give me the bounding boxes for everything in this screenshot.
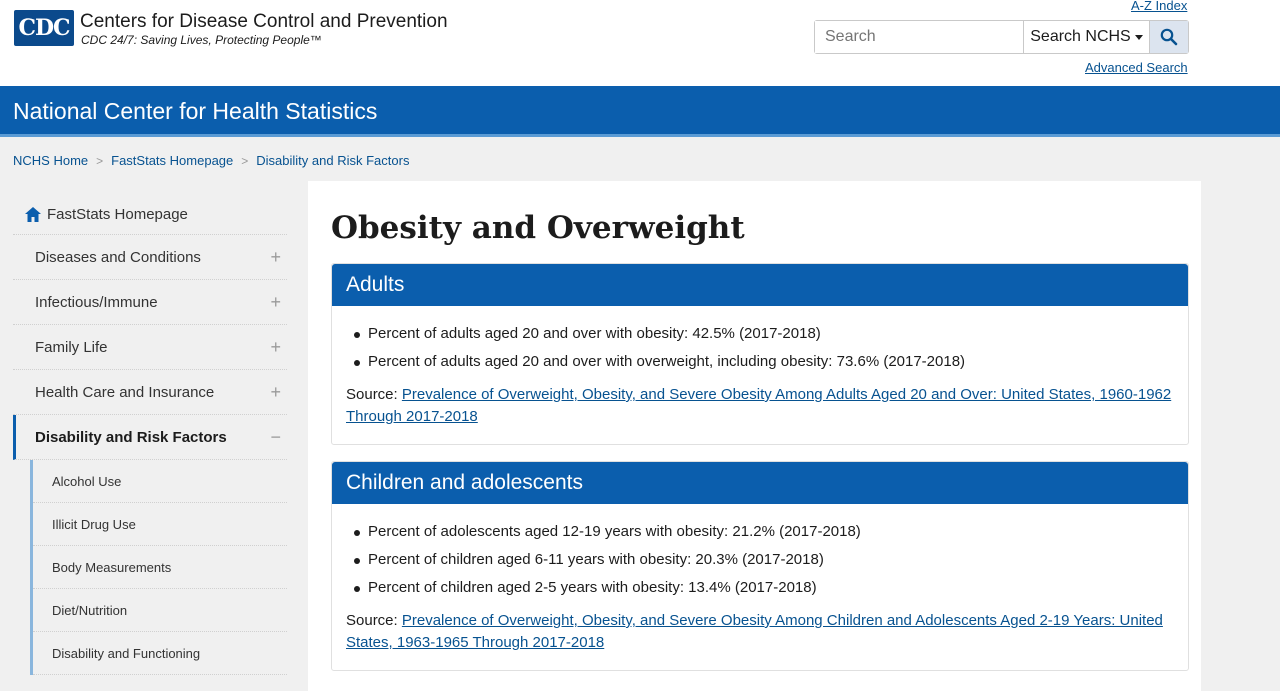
sidebar-item-disability[interactable]: Disability and Risk Factors − — [13, 415, 287, 460]
sidebar-subitem-body-measurements[interactable]: Body Measurements — [33, 546, 287, 589]
org-tagline: CDC 24/7: Saving Lives, Protecting Peopl… — [81, 33, 322, 47]
source-label: Source: — [346, 612, 402, 629]
cdc-logo-text: CDC — [18, 15, 70, 41]
home-icon — [25, 207, 41, 222]
site-banner: National Center for Health Statistics — [0, 86, 1280, 137]
advanced-search-link[interactable]: Advanced Search — [1085, 60, 1188, 75]
card-heading: Children and adolescents — [332, 462, 1188, 504]
breadcrumb-separator: > — [96, 153, 104, 168]
search-scope-label: Search NCHS — [1030, 28, 1131, 45]
sidebar-item-label: Infectious/Immune — [35, 293, 158, 311]
sidebar-item-diseases[interactable]: Diseases and Conditions + — [13, 235, 287, 280]
sidebar-item-health-care[interactable]: Health Care and Insurance + — [13, 370, 287, 415]
search-bar: Search NCHS — [814, 20, 1189, 54]
sidebar-item-label: Disability and Risk Factors — [35, 428, 227, 446]
expand-icon[interactable]: + — [270, 336, 281, 357]
search-icon — [1160, 28, 1178, 46]
sidebar-item-label: Health Care and Insurance — [35, 383, 215, 401]
az-index-link[interactable]: A-Z Index — [1131, 0, 1188, 13]
org-name[interactable]: Centers for Disease Control and Preventi… — [80, 11, 448, 32]
list-item: Percent of adults aged 20 and over with … — [354, 320, 1174, 348]
source-citation: Source: Prevalence of Overweight, Obesit… — [346, 384, 1174, 428]
search-scope-dropdown[interactable]: Search NCHS — [1024, 21, 1150, 53]
source-link[interactable]: Prevalence of Overweight, Obesity, and S… — [346, 612, 1163, 651]
card-heading: Adults — [332, 264, 1188, 306]
sidebar-subitem-illicit-drug[interactable]: Illicit Drug Use — [33, 503, 287, 546]
adults-card: Adults Percent of adults aged 20 and ove… — [331, 263, 1189, 445]
breadcrumb-faststats-home[interactable]: FastStats Homepage — [111, 153, 234, 168]
breadcrumb: NCHS Home > FastStats Homepage > Disabil… — [13, 153, 409, 168]
list-item: Percent of adolescents aged 12-19 years … — [354, 518, 1174, 546]
expand-icon[interactable]: + — [270, 291, 281, 312]
sidebar-subitem-diet[interactable]: Diet/Nutrition — [33, 589, 287, 632]
breadcrumb-disability[interactable]: Disability and Risk Factors — [256, 153, 410, 168]
adults-stats-list: Percent of adults aged 20 and over with … — [346, 320, 1174, 376]
sidebar-subitem-alcohol[interactable]: Alcohol Use — [33, 460, 287, 503]
sidebar-item-infectious[interactable]: Infectious/Immune + — [13, 280, 287, 325]
search-button[interactable] — [1150, 21, 1188, 53]
list-item: Percent of adults aged 20 and over with … — [354, 348, 1174, 376]
sidebar-nav: FastStats Homepage Diseases and Conditio… — [13, 195, 287, 675]
sidebar-home-label: FastStats Homepage — [47, 206, 188, 223]
sidebar-item-label: Diseases and Conditions — [35, 248, 201, 266]
caret-down-icon — [1134, 34, 1143, 40]
expand-icon[interactable]: + — [270, 246, 281, 267]
sidebar-subnav: Alcohol Use Illicit Drug Use Body Measur… — [30, 460, 287, 675]
list-item: Percent of children aged 2-5 years with … — [354, 574, 1174, 602]
site-title[interactable]: National Center for Health Statistics — [13, 98, 378, 124]
breadcrumb-nchs-home[interactable]: NCHS Home — [13, 153, 89, 168]
sidebar-item-family-life[interactable]: Family Life + — [13, 325, 287, 370]
expand-icon[interactable]: + — [270, 381, 281, 402]
source-link[interactable]: Prevalence of Overweight, Obesity, and S… — [346, 386, 1172, 425]
sidebar-item-label: Family Life — [35, 338, 108, 356]
page-title: Obesity and Overweight — [331, 210, 745, 246]
breadcrumb-separator: > — [241, 153, 249, 168]
source-citation: Source: Prevalence of Overweight, Obesit… — [346, 610, 1174, 654]
collapse-icon[interactable]: − — [270, 426, 281, 447]
sidebar-home-link[interactable]: FastStats Homepage — [13, 195, 287, 235]
list-item: Percent of children aged 6-11 years with… — [354, 546, 1174, 574]
children-card: Children and adolescents Percent of adol… — [331, 461, 1189, 671]
site-header: CDC Centers for Disease Control and Prev… — [0, 0, 1280, 86]
source-label: Source: — [346, 386, 402, 403]
sidebar-subitem-disability-functioning[interactable]: Disability and Functioning — [33, 632, 287, 675]
search-input[interactable] — [815, 21, 1024, 53]
cdc-logo[interactable]: CDC — [14, 10, 74, 46]
children-stats-list: Percent of adolescents aged 12-19 years … — [346, 518, 1174, 602]
